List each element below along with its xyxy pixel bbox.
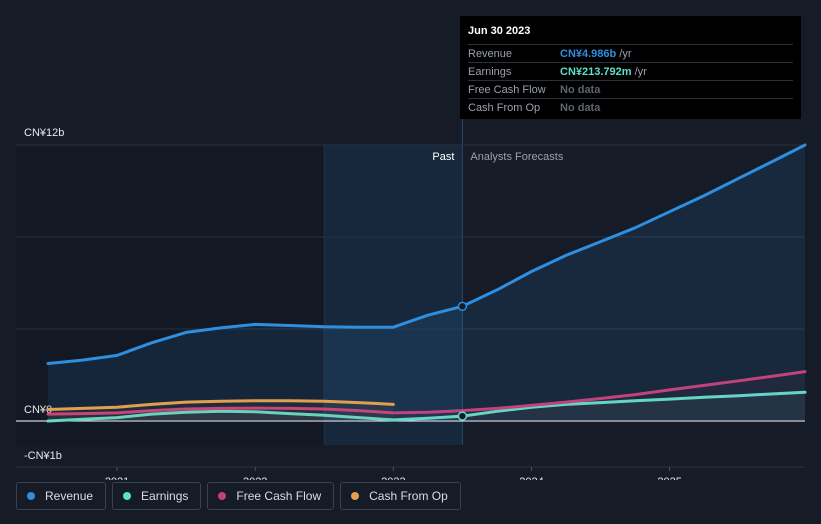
- legend-item-revenue[interactable]: Revenue: [16, 482, 107, 510]
- tooltip-earnings-value: CN¥213.792m: [560, 65, 632, 78]
- series-line-cash-from-op: [46, 399, 395, 411]
- highlight-band: [324, 145, 463, 445]
- legend-dot-earnings-icon: [123, 492, 132, 500]
- x-tick-label-2023: 2023: [381, 476, 405, 480]
- series-area-earnings: [48, 392, 805, 421]
- highlight-point-earnings: [457, 411, 468, 421]
- series-line-earnings: [46, 390, 807, 423]
- legend-dot-revenue-icon: [27, 492, 35, 500]
- legend-dot-fcf-icon: [218, 492, 227, 500]
- legend-label-free-cash-flow: Free Cash Flow: [236, 489, 322, 503]
- past-label: Past: [432, 151, 454, 163]
- series-line-free-cash-flow: [46, 370, 807, 416]
- y-tick-label-1: CN¥0: [24, 404, 52, 416]
- tooltip-earnings-unit: /yr: [634, 65, 647, 78]
- tooltip-fcf-value: No data: [560, 83, 601, 96]
- x-tick-label-2024: 2024: [519, 476, 543, 480]
- legend-label-revenue: Revenue: [45, 489, 94, 503]
- y-tick-label-2: -CN¥1b: [24, 450, 62, 462]
- tooltip-row-free-cash-flow: Free Cash Flow No data: [468, 80, 793, 98]
- tooltip-revenue-label: Revenue: [468, 47, 513, 60]
- tooltip-fcf-label: Free Cash Flow: [468, 83, 546, 96]
- tooltip-revenue-unit: /yr: [619, 47, 632, 60]
- tooltip-cfo-value: No data: [560, 101, 601, 114]
- highlight-point-revenue: [457, 301, 468, 312]
- x-tick-label-2021: 2021: [105, 476, 129, 480]
- legend-label-cash-from-op: Cash From Op: [369, 489, 448, 503]
- legend: Revenue Earnings Free Cash Flow Cash Fro…: [16, 482, 461, 510]
- tooltip-row-revenue: Revenue CN¥4.986b /yr: [468, 44, 793, 62]
- tooltip-row-cash-from-op: Cash From Op No data: [468, 98, 793, 116]
- y-tick-label-0: CN¥12b: [24, 127, 64, 139]
- series-area-revenue: [48, 145, 805, 421]
- legend-dot-cfo-icon: [351, 492, 360, 500]
- chart-area: CN¥12b CN¥0 -CN¥1b 2021 2022 2023 2024 2025 Past…: [16, 16, 807, 480]
- legend-item-earnings[interactable]: Earnings: [112, 482, 202, 510]
- tooltip-date: Jun 30 2023: [468, 25, 531, 37]
- x-tick-label-2025: 2025: [657, 476, 681, 480]
- series-line-revenue: [46, 143, 807, 365]
- legend-label-earnings: Earnings: [141, 489, 189, 503]
- tooltip-earnings-label: Earnings: [468, 65, 512, 78]
- x-tick-label-2022: 2022: [243, 476, 267, 480]
- forecast-label: Analysts Forecasts: [470, 151, 563, 163]
- tooltip-revenue-value: CN¥4.986b: [560, 47, 617, 60]
- tooltip: Jun 30 2023 Revenue CN¥4.986b /yr Earnin…: [460, 16, 801, 119]
- legend-item-free-cash-flow[interactable]: Free Cash Flow: [207, 482, 335, 510]
- tooltip-cfo-label: Cash From Op: [468, 101, 541, 114]
- legend-item-cash-from-op[interactable]: Cash From Op: [340, 482, 461, 510]
- tooltip-row-earnings: Earnings CN¥213.792m /yr: [468, 62, 793, 80]
